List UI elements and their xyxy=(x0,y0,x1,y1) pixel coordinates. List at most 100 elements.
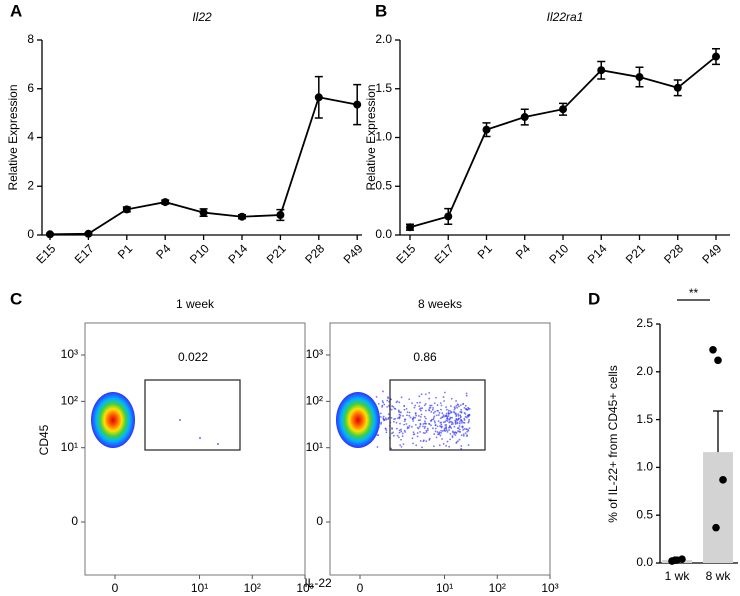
event-dot xyxy=(423,404,426,407)
x-tick-label: E17 xyxy=(432,241,457,266)
event-dot xyxy=(441,425,443,428)
event-dot xyxy=(447,415,450,417)
event-dot xyxy=(393,407,396,410)
event-dot xyxy=(442,443,445,445)
event-dot xyxy=(413,433,416,436)
data-point xyxy=(520,113,529,122)
event-dot xyxy=(384,427,387,430)
event-dot xyxy=(452,410,455,413)
data-point xyxy=(482,125,491,134)
event-dot xyxy=(448,429,450,431)
event-dot xyxy=(449,410,452,413)
event-dot xyxy=(462,433,465,436)
event-dot xyxy=(464,415,467,418)
event-dot xyxy=(428,397,431,400)
event-dot xyxy=(402,443,405,446)
event-dot xyxy=(437,409,439,412)
data-point xyxy=(46,230,54,239)
event-dot xyxy=(381,405,384,408)
event-dot xyxy=(430,424,432,427)
event-dot xyxy=(383,418,386,421)
event-dot xyxy=(439,434,442,437)
event-dot xyxy=(427,429,429,432)
event-dot xyxy=(417,427,420,430)
event-dot xyxy=(456,406,458,409)
y-tick-label: 0.5 xyxy=(636,507,653,521)
y-tick-label: 1.0 xyxy=(636,460,653,474)
event-dot xyxy=(408,398,411,401)
event-dot xyxy=(419,422,422,425)
event-dot xyxy=(399,422,401,425)
event-dot xyxy=(395,421,398,424)
event-dot xyxy=(455,414,458,416)
event-dot xyxy=(413,406,416,409)
event-dot xyxy=(405,408,408,410)
event-dot xyxy=(386,405,389,408)
event-dot xyxy=(406,426,409,428)
y-tick-label: 10² xyxy=(61,394,78,408)
event-dot xyxy=(397,436,400,439)
event-dot xyxy=(409,416,412,419)
event-dot xyxy=(466,434,468,437)
event-dot xyxy=(414,416,417,419)
event-dot xyxy=(382,390,384,393)
event-dot xyxy=(419,409,422,412)
event-dot xyxy=(460,411,463,414)
x-tick-label: P1 xyxy=(475,241,496,262)
event-dot xyxy=(462,403,464,406)
event-dot xyxy=(458,438,461,441)
event-dot xyxy=(399,444,402,447)
gate xyxy=(144,379,241,451)
event-dot xyxy=(428,423,431,425)
event-dot xyxy=(395,427,398,430)
event-dot xyxy=(419,415,422,418)
x-tick-label: P10 xyxy=(546,241,571,266)
event-dot xyxy=(442,415,445,418)
event-dot xyxy=(435,436,438,439)
event-dot xyxy=(446,416,449,419)
event-dot xyxy=(416,432,419,434)
event-dot xyxy=(439,402,442,405)
x-tick-label: P28 xyxy=(661,241,686,266)
x-tick-label: 10³ xyxy=(296,581,313,595)
event-dot xyxy=(396,434,399,437)
event-dot xyxy=(412,417,415,420)
event-dot xyxy=(415,414,418,417)
event-dot xyxy=(421,407,424,410)
event-dot xyxy=(451,430,454,433)
y-tick-label: 10³ xyxy=(306,347,323,361)
x-tick-label: 10² xyxy=(244,581,261,595)
data-point xyxy=(678,555,686,563)
event-dot xyxy=(422,423,425,425)
event-dot xyxy=(404,418,407,421)
event-dot xyxy=(395,401,398,404)
event-dot xyxy=(457,414,460,417)
data-point xyxy=(314,93,323,102)
event-dot xyxy=(392,434,395,437)
event-dot xyxy=(420,413,423,416)
event-dot xyxy=(385,418,388,421)
chart-title: Il22 xyxy=(192,10,212,24)
data-point xyxy=(161,198,170,207)
event-dot xyxy=(398,417,401,420)
event-dot xyxy=(422,440,425,443)
event-dot xyxy=(425,431,428,433)
event-dot xyxy=(453,433,456,435)
event-dot xyxy=(412,431,415,434)
event-dot xyxy=(400,411,402,414)
chart-title: Il22ra1 xyxy=(547,10,584,24)
event-dot xyxy=(419,401,421,404)
event-dot xyxy=(411,437,414,440)
event-dot xyxy=(385,431,388,434)
x-tick-label: E15 xyxy=(393,241,418,266)
event-dot xyxy=(463,406,466,409)
event-dot xyxy=(454,423,457,425)
event-dot xyxy=(199,437,201,439)
event-dot xyxy=(391,405,394,407)
event-dot xyxy=(423,427,426,430)
event-dot xyxy=(441,430,444,432)
event-dot xyxy=(463,411,466,414)
event-dot xyxy=(390,416,393,419)
event-dot xyxy=(460,421,463,424)
error-bar xyxy=(713,410,723,453)
